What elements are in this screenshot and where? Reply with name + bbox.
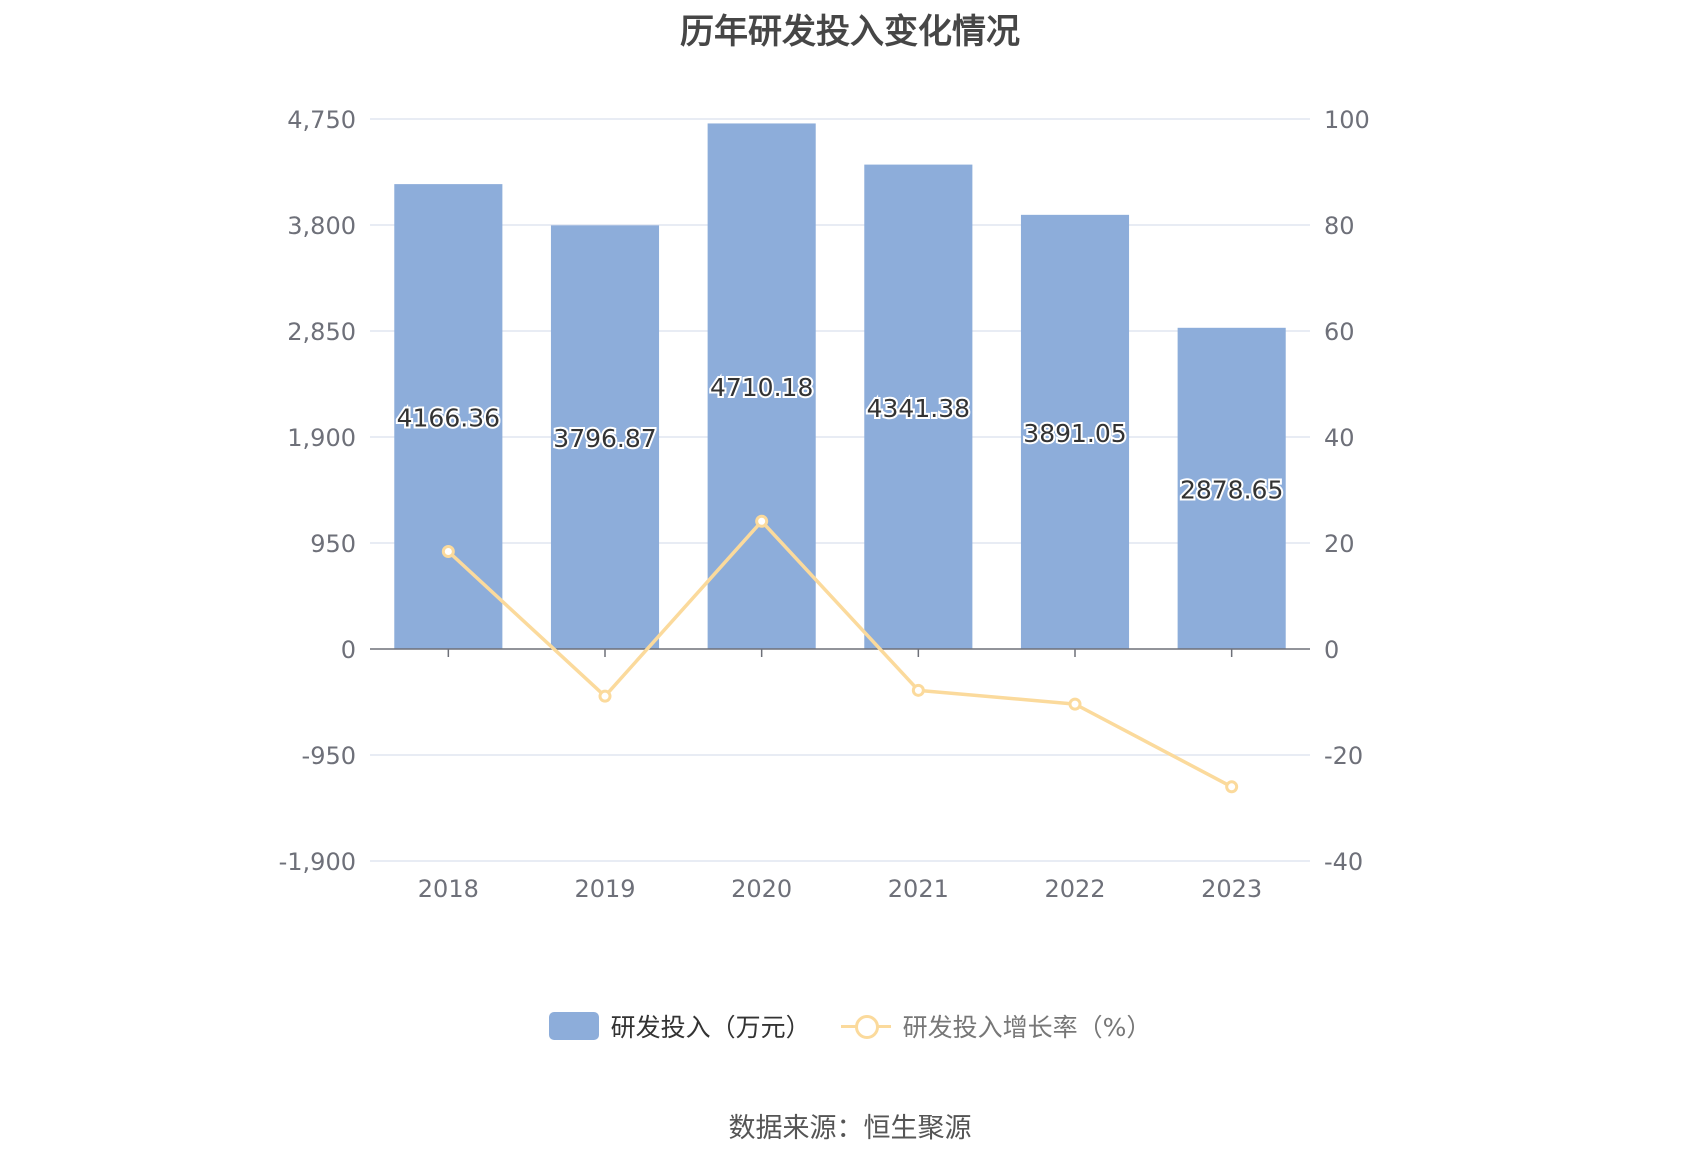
bar — [864, 164, 973, 649]
bar-data-label: 3891.05 — [1023, 419, 1126, 448]
bar-data-label: 4341.38 — [867, 394, 970, 423]
growth-point — [911, 683, 925, 697]
x-tick-label: 2023 — [1201, 875, 1262, 903]
y-left-tick-label: 950 — [310, 530, 356, 558]
legend-label-growth-rate: 研发投入增长率（%） — [902, 1013, 1152, 1042]
legend: 研发投入（万元） 研发投入增长率（%） — [0, 1008, 1700, 1044]
growth-point — [755, 514, 769, 528]
y-right-tick-label: -40 — [1324, 848, 1363, 876]
bar-data-label: 3796.87 — [553, 424, 656, 453]
y-right-tick-label: 60 — [1324, 318, 1355, 346]
bar-series — [394, 123, 1286, 650]
y-right-tick-label: 20 — [1324, 530, 1355, 558]
y-left-tick-label: 4,750 — [287, 106, 356, 134]
bar — [394, 184, 503, 649]
growth-line-series — [441, 514, 1239, 794]
y-right-tick-label: 100 — [1324, 106, 1370, 134]
chart-title: 历年研发投入变化情况 — [680, 12, 1020, 52]
legend-item-growth-rate[interactable]: 研发投入增长率（%） — [840, 1008, 1152, 1044]
growth-line — [447, 519, 1233, 789]
x-tick-label: 2022 — [1044, 875, 1105, 903]
y-left-tick-label: -950 — [302, 742, 356, 770]
x-tick-label: 2020 — [731, 875, 792, 903]
growth-point — [1225, 780, 1239, 794]
y-left-tick-label: -1,900 — [279, 848, 356, 876]
bar — [550, 225, 660, 649]
legend-line-swatch — [840, 1012, 891, 1040]
bar — [1020, 214, 1130, 649]
y-left-tick-label: 0 — [341, 636, 356, 664]
bar-data-label: 4710.18 — [710, 373, 813, 402]
bar — [1177, 327, 1286, 649]
y-right-tick-label: -20 — [1324, 742, 1363, 770]
bar-data-labels: 4166.36 3796.87 4710.18 4341.38 3891.05 2878.… — [395, 371, 1286, 506]
growth-point — [1068, 697, 1082, 711]
x-tick-label: 2019 — [574, 875, 635, 903]
x-tick-label: 2021 — [888, 875, 949, 903]
source-note: 数据来源：恒生聚源 — [728, 1113, 972, 1144]
y-right-tick-label: 80 — [1324, 212, 1355, 240]
axis-tick-labels: 4,750 3,800 2,850 1,900 950 0 -950 -1,900 100 80 6… — [279, 106, 1370, 903]
bar-data-label: 4166.36 — [397, 404, 500, 433]
y-right-tick-label: 0 — [1324, 636, 1339, 664]
bar-data-label: 2878.65 — [1180, 475, 1283, 504]
growth-point — [598, 689, 612, 703]
y-left-tick-label: 2,850 — [287, 318, 356, 346]
y-left-tick-label: 1,900 — [287, 424, 356, 452]
legend-label-rd-investment: 研发投入（万元） — [610, 1013, 811, 1042]
legend-bar-swatch — [548, 1012, 599, 1040]
x-tick-label: 2018 — [418, 875, 479, 903]
x-axis — [370, 648, 1310, 657]
y-right-tick-label: 40 — [1324, 424, 1355, 452]
y-left-tick-label: 3,800 — [287, 212, 356, 240]
grid-lines — [370, 118, 1310, 862]
legend-item-rd-investment[interactable]: 研发投入（万元） — [548, 1008, 811, 1044]
growth-point — [441, 544, 455, 558]
